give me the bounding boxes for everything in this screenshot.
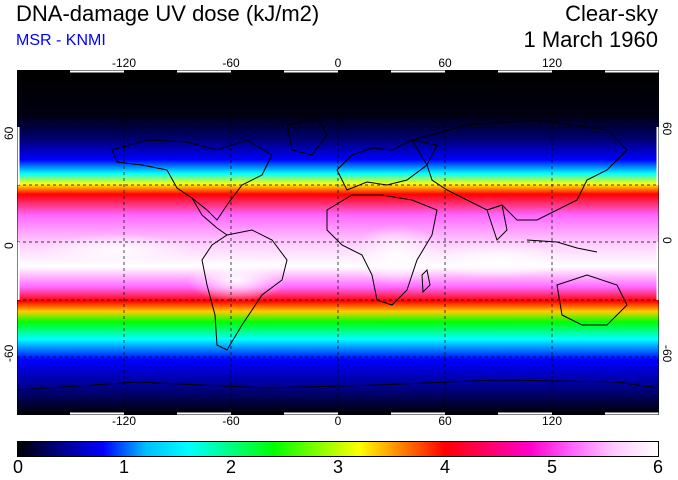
coastline-australia	[556, 274, 628, 326]
colorbar-label: 1	[118, 457, 130, 477]
source-label: MSR - KNMI	[16, 32, 106, 49]
coastline-indonesia	[526, 239, 598, 253]
hotspot-south-america	[187, 258, 287, 302]
coastline-antarctica	[17, 379, 659, 391]
coastline-north-america	[111, 139, 273, 221]
hotspot-africa	[352, 225, 442, 285]
coastline-central-america	[191, 197, 228, 236]
sky-condition-label: Clear-sky	[565, 1, 658, 26]
lon-tick-top: -60	[222, 56, 240, 70]
coastline-south-america	[201, 229, 288, 351]
lon-tick-bottom: 120	[541, 414, 563, 428]
lat-tick-left: 0	[2, 242, 16, 249]
map-title: DNA-damage UV dose (kJ/m2)	[16, 1, 320, 26]
lon-tick-bottom: -120	[111, 414, 137, 428]
coastline-greenland	[286, 117, 328, 156]
coastline-asia	[411, 119, 628, 221]
lon-tick-bottom: 60	[438, 414, 452, 428]
colorbar-label: 0	[12, 457, 24, 477]
lon-tick-bottom: 0	[334, 414, 342, 428]
hotspot-pacific	[37, 234, 197, 266]
coastline-madagascar	[421, 268, 431, 294]
lat-tick-right: 60	[660, 122, 674, 136]
lat-tick-right: 0	[660, 237, 674, 244]
graticule	[17, 70, 659, 415]
coastline-india	[486, 204, 508, 241]
colorbar-label: 5	[546, 457, 558, 477]
lat-tick-right: -60	[660, 345, 674, 363]
coastline-africa	[326, 194, 438, 306]
colorbar-label: 2	[225, 457, 237, 477]
date-label: 1 March 1960	[523, 27, 658, 52]
colorbar-label: 6	[652, 457, 664, 477]
colorbar	[17, 441, 659, 457]
lon-tick-top: 0	[334, 56, 342, 70]
colorbar-label: 3	[332, 457, 344, 477]
lat-tick-left: -60	[2, 344, 16, 362]
lon-tick-top: 120	[541, 56, 563, 70]
coastline-europe	[336, 139, 438, 191]
uv-dose-map	[17, 70, 659, 415]
lon-tick-top: -120	[111, 56, 137, 70]
colorbar-label: 4	[439, 457, 451, 477]
lat-tick-left: 60	[2, 126, 16, 140]
coastlines	[17, 117, 659, 391]
lon-tick-bottom: -60	[222, 414, 240, 428]
frame-ticks	[17, 70, 659, 415]
hotspot-indian-ocean	[427, 242, 567, 278]
lon-tick-top: 60	[438, 56, 452, 70]
